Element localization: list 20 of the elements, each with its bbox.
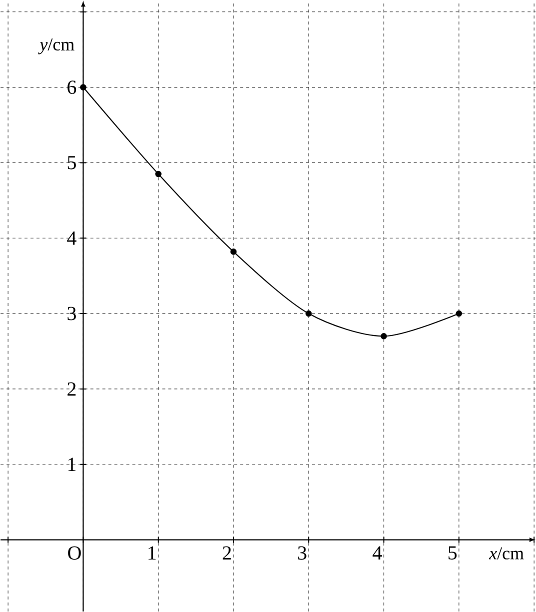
y-tick-label: 1 [68, 458, 76, 471]
point [230, 248, 237, 255]
y-tick-label: 5 [68, 156, 76, 170]
x-tick-label: O [68, 546, 81, 560]
point [80, 84, 86, 90]
point [456, 310, 462, 317]
x-tick-label: 2 [222, 546, 231, 560]
x-tick-label: 3 [298, 546, 306, 560]
y-tick-label: 4 [67, 232, 76, 245]
point [380, 333, 387, 340]
y-axis-title: y/cm [38, 38, 74, 54]
y-tick-label: 2 [68, 382, 76, 396]
y-tick-label: 3 [68, 306, 76, 320]
y-tick-label: 6 [68, 80, 76, 94]
x-tick-label: 5 [448, 546, 457, 560]
point [155, 170, 162, 178]
x-tick-label: 4 [372, 546, 382, 560]
x-tick-label: 1 [148, 546, 156, 560]
point [305, 310, 312, 317]
x-axis-title: x/cm [488, 547, 524, 560]
